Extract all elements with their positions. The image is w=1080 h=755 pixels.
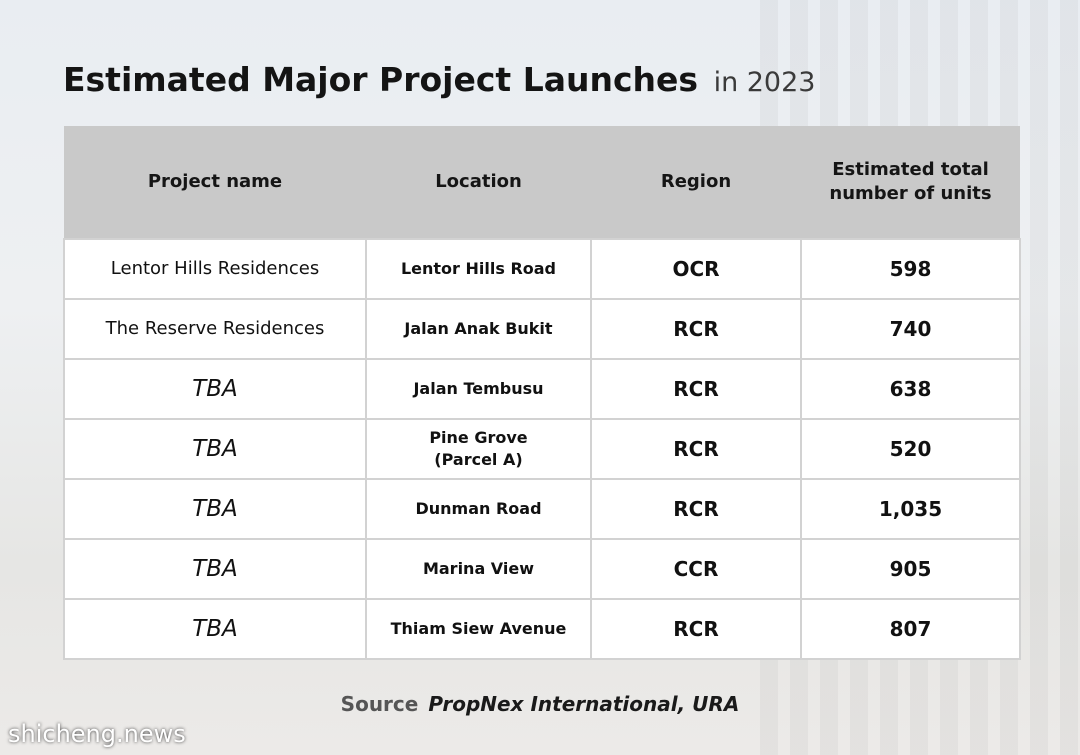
source: Source PropNex International, URA — [0, 692, 1080, 716]
header-row: Project name Location Region Estimated tota… — [64, 126, 1020, 239]
table-row: TBA Thiam Siew Avenue RCR 807 — [63, 598, 1021, 660]
title-suffix: in 2023 — [713, 67, 816, 98]
cell-loc: Dunman Road — [365, 478, 592, 540]
column-header: Region — [591, 126, 801, 239]
cell-name: Lentor Hills Residences — [63, 238, 367, 300]
column-header: Location — [366, 126, 591, 239]
cell-tba: TBA — [63, 358, 367, 420]
cell-loc: Lentor Hills Road — [365, 238, 592, 300]
cell-reg: RCR — [590, 598, 802, 660]
table-row: TBA Dunman Road RCR 1,035 — [63, 478, 1021, 540]
cell-units: 1,035 — [800, 478, 1021, 540]
cell-loc: Marina View — [365, 538, 592, 600]
cell-units: 520 — [800, 418, 1021, 480]
cell-loc: Thiam Siew Avenue — [365, 598, 592, 660]
cell-name: The Reserve Residences — [63, 298, 367, 360]
table-row: Lentor Hills Residences Lentor Hills Road… — [63, 238, 1021, 300]
cell-reg: RCR — [590, 358, 802, 420]
source-text: PropNex International, URA — [428, 692, 740, 716]
cell-units: 807 — [800, 598, 1021, 660]
cell-reg: RCR — [590, 478, 802, 540]
watermark: shicheng.news — [8, 720, 186, 748]
cell-reg: RCR — [590, 418, 802, 480]
table: Project name Location Region Estimated tota… — [63, 126, 1021, 660]
cell-units: 638 — [800, 358, 1021, 420]
cell-reg: OCR — [590, 238, 802, 300]
cell-tba: TBA — [63, 598, 367, 660]
title-main: Estimated Major Project Launches — [63, 60, 699, 99]
table-row: TBA Jalan Tembusu RCR 638 — [63, 358, 1021, 420]
cell-tba: TBA — [63, 538, 367, 600]
table-row: TBA Marina View CCR 905 — [63, 538, 1021, 600]
cell-loc: Jalan Tembusu — [365, 358, 592, 420]
cell-loc: Jalan Anak Bukit — [365, 298, 592, 360]
table-row: The Reserve Residences Jalan Anak Bukit RC… — [63, 298, 1021, 360]
cell-units: 740 — [800, 298, 1021, 360]
table-body: Lentor Hills Residences Lentor Hills Road… — [63, 238, 1021, 660]
cell-units: 905 — [800, 538, 1021, 600]
cell-reg: RCR — [590, 298, 802, 360]
column-header: Estimated total number of units — [801, 126, 1020, 239]
cell-loc: Pine Grove (Parcel A) — [365, 418, 592, 480]
title: Estimated Major Project Launches in 2023 — [63, 60, 815, 99]
cell-units: 598 — [800, 238, 1021, 300]
table-row: TBA Pine Grove (Parcel A) RCR 520 — [63, 418, 1021, 480]
cell-reg: CCR — [590, 538, 802, 600]
cell-tba: TBA — [63, 478, 367, 540]
source-label: Source — [340, 692, 419, 716]
cell-tba: TBA — [63, 418, 367, 480]
column-header: Project name — [64, 126, 366, 239]
